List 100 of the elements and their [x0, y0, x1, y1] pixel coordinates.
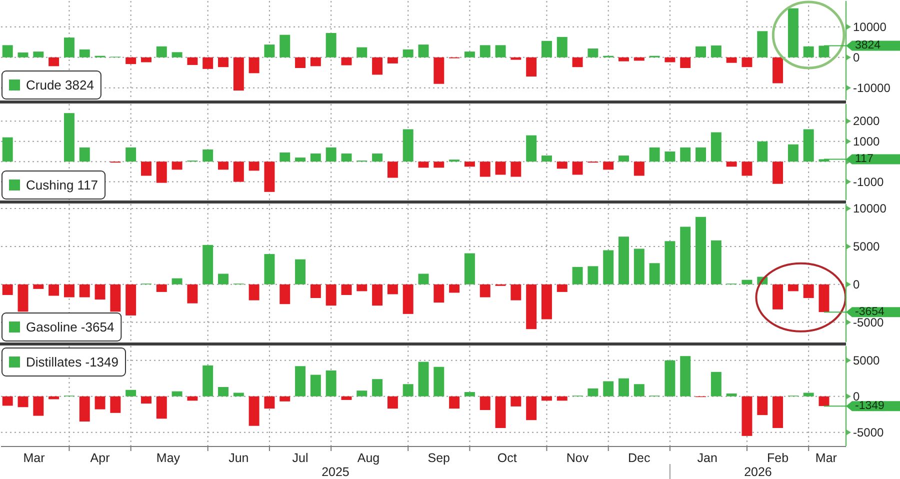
- bar: [18, 396, 28, 408]
- bar: [526, 396, 537, 420]
- bar: [387, 284, 398, 294]
- bar: [541, 40, 552, 58]
- y-tick-label: -1000: [853, 174, 884, 189]
- bar: [402, 284, 414, 314]
- x-tick-label: Feb: [767, 451, 789, 465]
- bar: [310, 374, 321, 396]
- x-tick-label: Apr: [90, 451, 110, 465]
- bar: [202, 365, 214, 396]
- bar: [664, 151, 676, 162]
- bar: [326, 370, 336, 396]
- bar: [618, 378, 629, 396]
- bar: [172, 391, 182, 396]
- bar: [726, 393, 737, 396]
- x-tick-label: Aug: [357, 451, 380, 465]
- bar: [572, 162, 583, 175]
- bar: [710, 240, 722, 284]
- legend-label: Cushing 117: [26, 178, 98, 192]
- bar: [295, 158, 306, 162]
- bar: [726, 162, 737, 167]
- bar: [726, 57, 737, 63]
- bar: [341, 284, 352, 295]
- bar: [541, 156, 552, 162]
- bar: [742, 162, 752, 176]
- bar: [79, 147, 90, 162]
- bar: [295, 259, 306, 284]
- bar: [33, 52, 44, 58]
- bar: [156, 162, 167, 183]
- bar: [202, 244, 214, 284]
- bar: [757, 396, 768, 416]
- bar: [588, 388, 598, 396]
- y-tick-label: 10000: [853, 202, 887, 216]
- bar: [248, 396, 260, 426]
- bar: [295, 366, 306, 396]
- bar: [480, 45, 490, 58]
- bar: [372, 379, 383, 396]
- bar: [248, 57, 260, 74]
- bar: [480, 162, 490, 177]
- bar: [788, 144, 798, 162]
- y-tick-label: 5000: [853, 353, 880, 368]
- x-tick-label: Jul: [292, 451, 308, 465]
- bar: [634, 384, 644, 396]
- bar: [772, 57, 784, 84]
- bar: [556, 396, 568, 401]
- bar: [372, 57, 383, 75]
- bar: [696, 46, 706, 58]
- bar: [418, 274, 429, 284]
- bar: [248, 284, 260, 300]
- x-tick-label: Mar: [23, 451, 45, 465]
- bar: [79, 284, 90, 298]
- bar: [2, 137, 13, 162]
- bar: [603, 381, 614, 396]
- bar: [526, 135, 537, 162]
- bar: [172, 278, 182, 284]
- bar: [341, 154, 352, 162]
- ref-line-label: 3824: [855, 40, 882, 52]
- bar: [402, 49, 414, 58]
- bar: [526, 284, 537, 330]
- bar: [742, 280, 752, 284]
- bar: [418, 162, 429, 168]
- bar: [649, 147, 660, 162]
- x-tick-label: Dec: [628, 451, 650, 465]
- y-tick-label: 2000: [853, 114, 880, 128]
- bar: [326, 32, 336, 58]
- bar: [2, 284, 13, 295]
- x-tick-label: Sep: [428, 451, 450, 465]
- bar: [710, 45, 722, 58]
- bar: [696, 147, 706, 162]
- bar: [126, 284, 136, 316]
- bar: [418, 362, 429, 396]
- bar: [126, 57, 136, 64]
- bar: [310, 154, 321, 162]
- bar: [280, 396, 290, 402]
- bar: [372, 154, 383, 162]
- bar: [140, 57, 152, 62]
- bar: [110, 396, 121, 413]
- text: 2025: [322, 465, 350, 479]
- bar: [526, 57, 537, 77]
- bar: [803, 284, 814, 298]
- bar: [680, 147, 691, 162]
- bar: [696, 216, 706, 284]
- x-tick-label: Nov: [566, 451, 590, 465]
- bar: [156, 396, 167, 419]
- bar: [33, 396, 44, 416]
- bar: [634, 162, 644, 176]
- bar: [480, 396, 490, 410]
- bar: [280, 152, 290, 162]
- x-tick-label: Jan: [697, 451, 718, 465]
- y-tick-label: 0: [853, 50, 860, 64]
- bar: [64, 38, 74, 58]
- bar: [588, 266, 598, 284]
- bar: [556, 284, 568, 292]
- bar: [172, 162, 182, 170]
- bar: [233, 57, 244, 91]
- bar: [742, 57, 752, 68]
- bar: [64, 284, 74, 298]
- y-tick-label: 10000: [853, 20, 887, 34]
- bar: [510, 57, 522, 60]
- bar: [803, 46, 814, 58]
